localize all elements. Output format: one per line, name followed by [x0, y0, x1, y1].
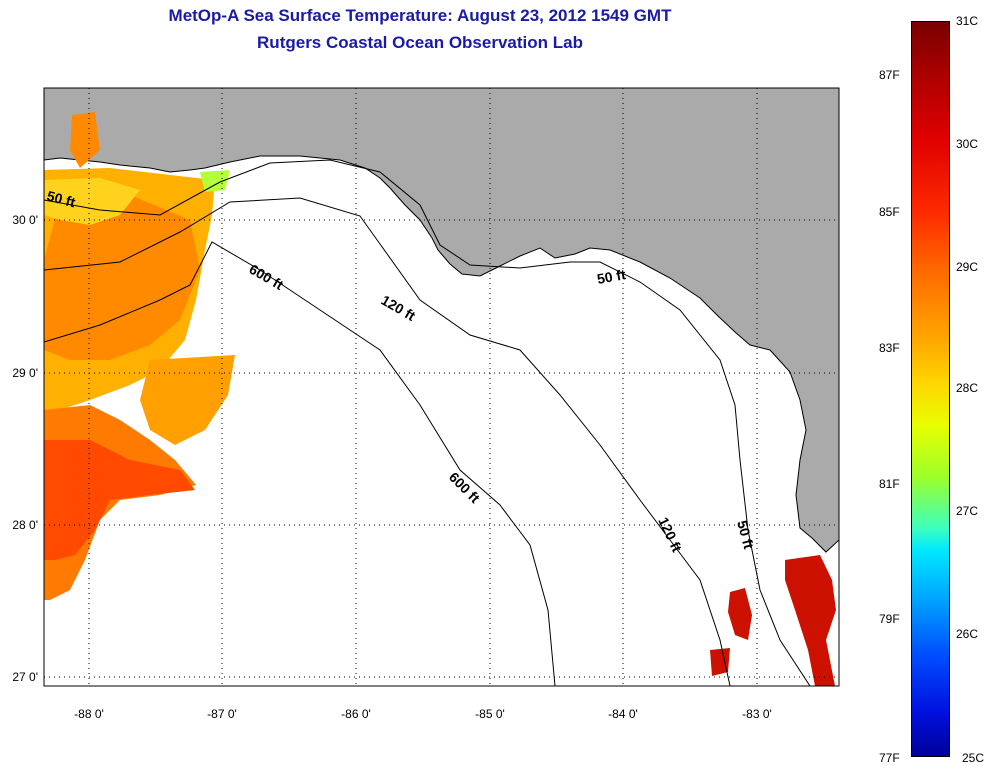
colorbar-label-f: 79F: [879, 612, 900, 626]
sst-hot-region: [710, 555, 836, 686]
depth-contours: [44, 159, 811, 686]
temperature-colorbar: [911, 21, 950, 757]
sst-warm-region: [44, 112, 235, 600]
contour-label-50ft-west: 50 ft: [45, 187, 77, 210]
contour-120ft: [44, 197, 731, 686]
contour-600ft: [44, 241, 556, 686]
map-frame: [43, 87, 840, 687]
colorbar-label-c: 31C: [956, 14, 979, 28]
colorbar-label-f: 81F: [879, 477, 900, 491]
y-tick-label: 29 0': [12, 366, 38, 380]
contour-50ft: [44, 159, 811, 686]
land-mass: [44, 88, 839, 553]
colorbar-label-f: 87F: [879, 68, 900, 82]
colorbar-label-c: 26C: [956, 627, 979, 641]
chart-subtitle: Rutgers Coastal Ocean Observation Lab: [257, 33, 583, 52]
y-tick-label: 30 0': [12, 213, 38, 227]
x-tick-label: -85 0': [475, 707, 505, 721]
y-tick-label: 27 0': [12, 670, 38, 684]
colorbar-label-c: 30C: [956, 137, 979, 151]
contour-label-50ft-south: 50 ft: [734, 519, 757, 551]
colorbar-label-f: 85F: [879, 205, 900, 219]
x-tick-label: -87 0': [207, 707, 237, 721]
contour-label-50ft-north: 50 ft: [596, 266, 627, 287]
colorbar-label-c: 25C: [962, 751, 985, 765]
colorbar-label-c: 27C: [956, 504, 979, 518]
colorbar-label-f: 83F: [879, 341, 900, 355]
x-tick-label: -83 0': [742, 707, 772, 721]
chart-title: MetOp-A Sea Surface Temperature: August …: [168, 6, 672, 25]
x-tick-label: -88 0': [74, 707, 104, 721]
colorbar-label-c: 28C: [956, 381, 979, 395]
colorbar-label-c: 29C: [956, 260, 979, 274]
y-tick-label: 28 0': [12, 518, 38, 532]
colorbar-label-f: 77F: [879, 751, 900, 765]
x-tick-label: -86 0': [341, 707, 371, 721]
x-tick-label: -84 0': [608, 707, 638, 721]
